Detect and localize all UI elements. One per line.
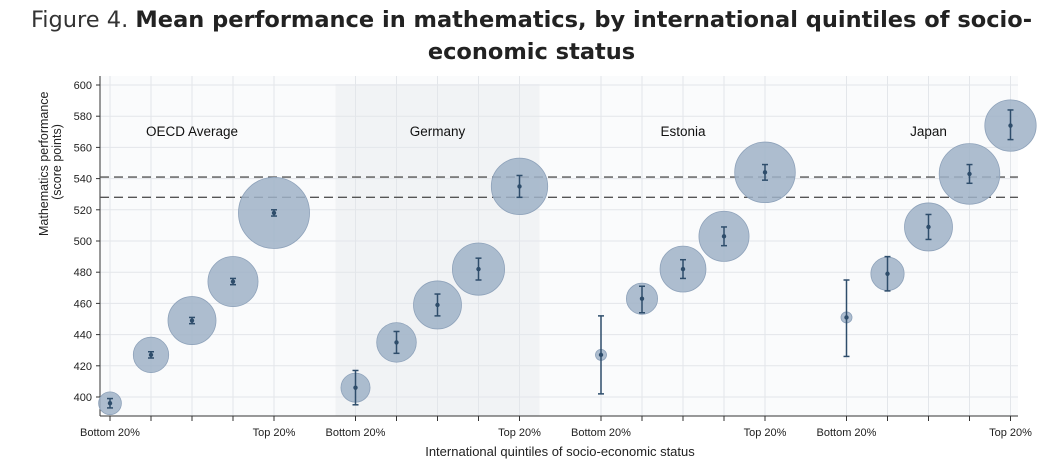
plot-background: [100, 76, 1018, 416]
y-tick-label: 520: [74, 205, 92, 217]
mean-marker: [189, 318, 195, 323]
mean-marker: [394, 340, 399, 345]
mean-marker: [844, 315, 849, 320]
mean-marker: [885, 271, 890, 276]
group-label: Estonia: [660, 124, 706, 139]
grid-lines: [100, 76, 1018, 416]
chart-title-line-1: Mean performance in mathematics, by inte…: [135, 7, 1033, 33]
y-tick-label: 460: [74, 298, 92, 310]
y-axis-label-line-2: (score points): [50, 124, 64, 200]
figure-number: Figure 4.: [30, 7, 129, 33]
group-labels: OECD Average Germany Estonia Japan: [146, 124, 947, 139]
y-tick-label: 580: [74, 111, 92, 123]
x-tick-label: Top 20%: [498, 427, 541, 439]
y-tick-label: 480: [74, 267, 92, 279]
mean-marker: [353, 385, 358, 390]
x-tick-label: Bottom 20%: [80, 427, 140, 439]
mean-marker: [721, 234, 727, 239]
bubbles: [98, 99, 1037, 416]
x-tick-labels: Bottom 20% Top 20% Bottom 20% Top 20% Bottom…: [80, 427, 1032, 439]
y-tick-label: 600: [74, 80, 92, 92]
y-tick-label: 440: [74, 330, 92, 342]
mean-marker: [598, 352, 604, 358]
y-tick-label: 500: [74, 236, 92, 248]
chart-title-line-2: economic status: [427, 39, 636, 65]
x-tick-label: Bottom 20%: [571, 427, 631, 439]
x-tick-label: Top 20%: [253, 427, 296, 439]
x-tick-label: Bottom 20%: [817, 427, 877, 439]
y-tick-label: 560: [74, 142, 92, 154]
mean-marker: [476, 266, 481, 272]
mean-marker: [435, 302, 440, 308]
mean-marker: [1008, 123, 1013, 128]
mean-marker: [271, 210, 277, 216]
reference-lines: [100, 176, 1018, 198]
y-axis-label: Mathematics performance (score points): [37, 88, 64, 236]
y-tick-label: 400: [74, 392, 92, 404]
chart-title: Figure 4. Mean performance in mathematic…: [0, 4, 1063, 68]
x-tick-label: Top 20%: [989, 427, 1032, 439]
mean-marker: [639, 296, 645, 301]
y-axis-label-line-1: Mathematics performance: [37, 91, 51, 236]
x-tick-label: Bottom 20%: [326, 427, 386, 439]
axes: 400 420 440 460 480 500 520 540 560 580 600: [74, 76, 1018, 421]
group-label: Japan: [910, 124, 947, 139]
y-tick-label: 540: [74, 174, 92, 186]
group-label: OECD Average: [146, 124, 238, 139]
mean-marker: [107, 401, 113, 406]
mean-marker: [762, 170, 768, 175]
mean-marker: [517, 184, 522, 189]
mean-marker: [148, 352, 154, 358]
mean-marker: [680, 266, 686, 272]
x-tick-label: Top 20%: [744, 427, 787, 439]
mean-marker: [967, 171, 972, 177]
y-tick-label: 420: [74, 361, 92, 373]
x-axis-label: International quintiles of socio-economi…: [425, 444, 695, 459]
mean-marker: [926, 224, 931, 230]
mean-marker: [230, 279, 236, 284]
group-label: Germany: [410, 124, 466, 139]
